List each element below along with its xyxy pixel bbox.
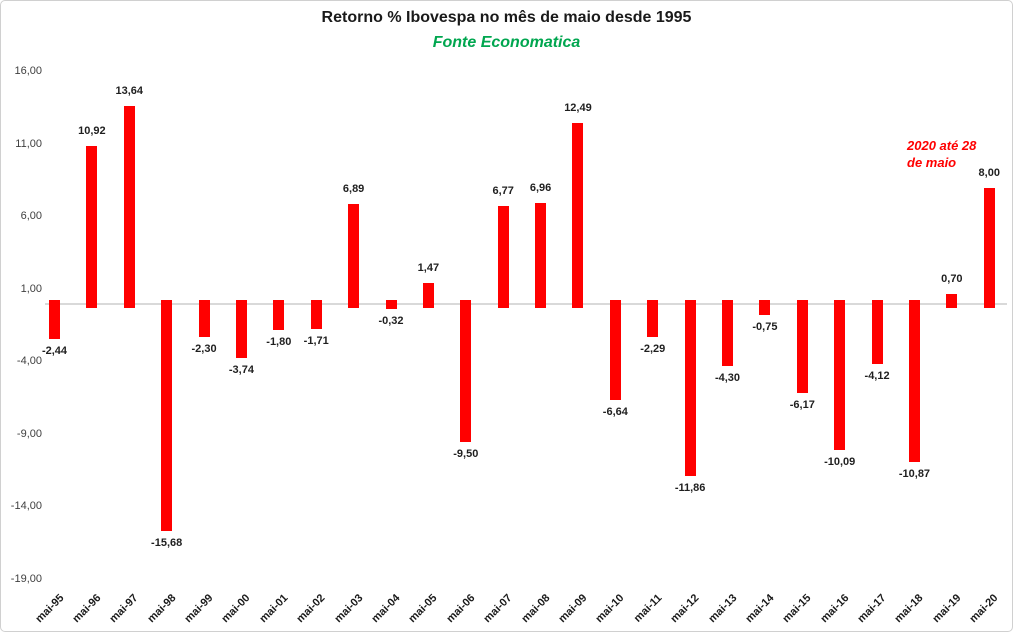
y-axis-tick-label: -14,00 <box>10 500 42 512</box>
data-label: -0,32 <box>378 314 404 327</box>
data-label: -3,74 <box>228 364 254 377</box>
bar-mai-08 <box>535 203 547 308</box>
data-label: 6,77 <box>492 184 514 197</box>
bar-mai-96 <box>86 145 98 308</box>
data-label: 6,89 <box>342 183 365 196</box>
data-label: -1,80 <box>266 336 292 349</box>
bar-mai-19 <box>946 293 958 308</box>
data-label: 1,47 <box>417 261 440 274</box>
bar-mai-15 <box>796 300 808 394</box>
data-label: -2,30 <box>191 343 217 356</box>
data-label: 10,92 <box>78 124 106 137</box>
data-label: -11,86 <box>674 481 706 494</box>
bar-mai-04 <box>385 300 397 309</box>
y-axis-tick-label: -9,00 <box>16 427 42 440</box>
data-label: -4,12 <box>864 369 890 382</box>
bar-mai-06 <box>460 300 472 442</box>
y-axis-tick-label: 16,00 <box>14 65 42 77</box>
data-label: 0,70 <box>941 272 963 285</box>
data-label: -6,17 <box>789 399 815 412</box>
bar-mai-11 <box>647 300 659 338</box>
bar-mai-17 <box>871 300 883 364</box>
data-label: -6,64 <box>602 406 628 419</box>
data-label: -0,75 <box>752 320 778 333</box>
data-label: 13,64 <box>115 85 144 98</box>
data-label: -1,71 <box>303 334 329 347</box>
data-label: -10,09 <box>824 456 856 469</box>
y-axis-tick-label: -4,00 <box>16 355 42 367</box>
y-axis-tick-label: 6,00 <box>20 210 42 222</box>
bar-mai-02 <box>310 300 322 329</box>
bar-mai-05 <box>422 282 434 308</box>
bar-mai-98 <box>161 300 173 532</box>
bar-mai-07 <box>497 205 509 308</box>
data-label: 8,00 <box>978 167 1000 179</box>
data-label: -10,87 <box>898 467 931 480</box>
data-label: -2,29 <box>640 343 666 356</box>
chart-title: Retorno % Ibovespa no mês de maio desde … <box>321 9 692 26</box>
y-axis-tick-label: 1,00 <box>20 282 42 295</box>
bar-mai-10 <box>609 300 621 401</box>
data-label: 12,49 <box>564 101 592 114</box>
data-label: 6,96 <box>529 182 552 195</box>
annotation-line-1: 2020 até 28 <box>907 138 977 153</box>
bar-mai-16 <box>834 300 846 451</box>
bar-mai-95 <box>49 300 60 340</box>
y-axis-tick-label: -19,00 <box>10 572 42 585</box>
bar-mai-09 <box>572 122 584 308</box>
bar-mai-97 <box>123 106 135 308</box>
data-label: -4,30 <box>714 372 741 385</box>
data-label: -9,50 <box>453 447 479 460</box>
x-axis-label: mai-95 <box>32 592 66 626</box>
bar-mai-03 <box>348 204 360 308</box>
data-label: -15,68 <box>151 537 183 550</box>
chart-subtitle: Fonte Economatica <box>432 34 581 51</box>
bar-mai-99 <box>198 300 210 338</box>
bar-mai-12 <box>684 300 696 476</box>
bar-mai-01 <box>273 300 285 331</box>
annotation-line-2: de maio <box>907 155 957 170</box>
bar-mai-20 <box>983 188 995 308</box>
annotation-2020: 2020 até 28 de maio <box>907 137 976 171</box>
bar-mai-14 <box>759 300 771 315</box>
y-axis-tick-label: 11,00 <box>15 137 42 150</box>
data-label: -2,44 <box>41 345 68 358</box>
bar-mai-13 <box>722 300 734 367</box>
bar-mai-18 <box>908 300 920 462</box>
bar-mai-00 <box>235 300 247 359</box>
zero-axis-line <box>45 303 1007 305</box>
